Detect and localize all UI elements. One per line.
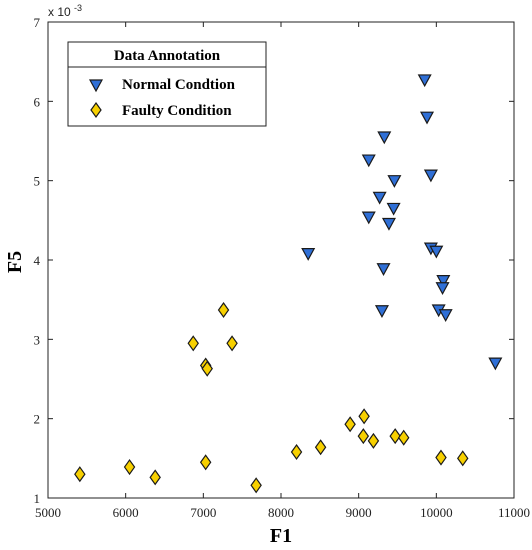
x-tick-label: 11000 [498, 505, 530, 520]
normal-condition-point [387, 175, 402, 188]
normal-condition-point [435, 282, 450, 296]
normal-condition-point [417, 74, 432, 88]
normal-condition-point [429, 245, 444, 259]
data-points [74, 74, 503, 494]
y-exponent-label: x 10 -3 [48, 3, 82, 19]
legend-title: Data Annotation [114, 48, 221, 64]
faulty-condition-point [389, 428, 401, 445]
faulty-condition-point [358, 408, 370, 425]
normal-condition-point [376, 263, 391, 276]
y-axis-label: F5 [4, 251, 26, 273]
y-tick-label: 3 [34, 332, 41, 347]
legend-box [67, 41, 267, 127]
x-tick-label: 9000 [346, 505, 372, 520]
y-tick-label: 1 [34, 491, 41, 506]
x-tick-label: 6000 [113, 505, 139, 520]
legend-marker-normal [88, 79, 104, 93]
faulty-condition-point [314, 439, 327, 456]
normal-condition-point [423, 169, 438, 183]
normal-condition-point [438, 309, 453, 322]
normal-condition-point [372, 191, 387, 205]
faulty-condition-point [187, 335, 199, 352]
y-tick-label: 5 [34, 174, 41, 189]
faulty-condition-point [367, 432, 380, 449]
x-tick-label: 10000 [420, 505, 453, 520]
faulty-condition-point [250, 477, 262, 494]
x-tick-label: 8000 [268, 505, 294, 520]
normal-condition-point [374, 305, 389, 319]
y-tick-label: 7 [34, 15, 41, 30]
faulty-condition-point [199, 454, 212, 471]
legend: Data Annotation Normal Condtion Faulty C… [67, 41, 267, 127]
x-tick-label: 5000 [35, 505, 61, 520]
normal-condition-point [488, 357, 503, 371]
faulty-condition-point [201, 360, 213, 377]
faulty-condition-point [290, 443, 303, 461]
legend-marker-faulty [90, 101, 102, 119]
x-axis-label: F1 [270, 525, 292, 547]
faulty-condition-point [457, 450, 469, 467]
normal-condition-point [377, 131, 392, 145]
faulty-condition-point [397, 429, 410, 446]
normal-condition-point [436, 275, 451, 288]
faulty-condition-point [149, 469, 161, 486]
faulty-condition-point [74, 466, 86, 483]
normal-condition-point [361, 154, 376, 168]
normal-condition-point [386, 202, 401, 216]
y-tick-label: 6 [34, 94, 41, 109]
faulty-condition-point [226, 335, 238, 352]
faulty-condition-point [357, 428, 370, 445]
faulty-condition-point [123, 459, 136, 476]
legend-label-faulty: Faulty Condition [122, 103, 232, 119]
faulty-condition-point [344, 416, 356, 433]
x-tick-label: 7000 [190, 505, 216, 520]
axis-ticks: 5000 6000 7000 8000 9000 10000 11000 1 2 3 4 5 6 7 [34, 15, 531, 520]
faulty-condition-point [435, 449, 447, 466]
y-tick-label: 2 [34, 412, 41, 427]
normal-condition-point [361, 211, 376, 225]
normal-condition-point [301, 248, 316, 261]
faulty-condition-point [217, 301, 230, 319]
legend-label-normal: Normal Condtion [122, 77, 236, 93]
y-tick-label: 4 [34, 253, 41, 268]
normal-condition-point [381, 217, 396, 231]
normal-condition-point [420, 111, 435, 125]
